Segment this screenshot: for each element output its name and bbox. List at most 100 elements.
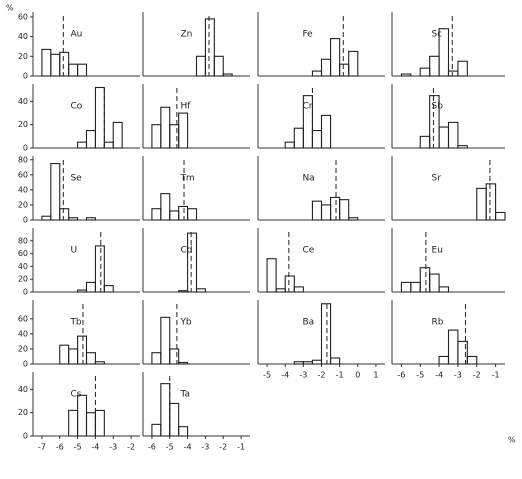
bar (320, 114, 332, 149)
x-tick-label: -2 (473, 371, 481, 380)
bar (94, 86, 105, 149)
bar (160, 106, 171, 149)
bar (447, 121, 459, 149)
bar (178, 205, 189, 221)
bar (178, 426, 189, 437)
x-tick-label: -5 (74, 443, 82, 452)
bar (68, 63, 79, 77)
x-tick-label: -3 (201, 443, 209, 452)
panel-title: U (70, 246, 77, 256)
panel-title: Tb (69, 318, 81, 328)
bar (169, 402, 180, 437)
bar (457, 145, 468, 149)
bar (77, 141, 88, 149)
bar (348, 50, 359, 77)
bar (410, 281, 421, 293)
bar (151, 352, 162, 365)
y-tick-label: 20 (18, 275, 28, 284)
bar (339, 199, 350, 221)
bar (293, 286, 304, 293)
bar (457, 60, 468, 77)
bar (187, 208, 198, 221)
x-tick-label: -4 (435, 371, 443, 380)
x-tick-label: -3 (299, 371, 307, 380)
panel-title: Cs (70, 390, 81, 400)
bar (213, 55, 224, 77)
bar (320, 303, 332, 365)
bar (311, 200, 323, 221)
bar (178, 361, 189, 365)
panel-title: Ba (302, 318, 314, 328)
y-tick-label: 20 (18, 120, 28, 129)
bar (447, 329, 459, 365)
bar (311, 70, 323, 77)
bar (169, 210, 180, 221)
y-tick-label: 0 (23, 432, 28, 441)
bar (302, 361, 313, 365)
bar (68, 217, 79, 221)
bar (400, 73, 412, 77)
x-tick-label: -6 (397, 371, 405, 380)
bar (50, 53, 61, 77)
bar (284, 141, 295, 149)
bar (419, 267, 431, 293)
x-tick-label: -2 (219, 443, 227, 452)
panel-title: Sc (432, 30, 443, 40)
bar (59, 208, 70, 221)
y-tick-label: 20 (18, 408, 28, 417)
x-tick-label: -5 (416, 371, 424, 380)
bar (160, 383, 171, 437)
x-tick-label: 1 (373, 371, 378, 380)
bar (59, 51, 70, 77)
bar (94, 361, 105, 365)
panel-title: Co (70, 102, 82, 112)
bar (85, 281, 96, 293)
y-tick-label: 80 (18, 155, 28, 164)
panel-title: Eu (432, 246, 443, 256)
bar (222, 73, 233, 77)
panel-title: Cd (180, 246, 192, 256)
y-tick-label: 60 (18, 314, 28, 323)
bar (160, 193, 171, 221)
bar (438, 28, 450, 77)
panel-title: Fe (302, 30, 313, 40)
bar (169, 348, 180, 365)
bar (429, 95, 440, 149)
bar (85, 352, 96, 365)
x-tick-label: -1 (492, 371, 500, 380)
bar (204, 18, 215, 77)
panel-title: Au (70, 30, 82, 40)
y-tick-label: 40 (18, 97, 28, 106)
bar (85, 412, 96, 437)
bar (485, 183, 497, 221)
bar (330, 38, 341, 77)
bar (59, 344, 70, 365)
y-tick-label: 20 (18, 200, 28, 209)
panel-title: Se (70, 174, 82, 184)
bar (339, 63, 350, 77)
x-tick-label: -1 (237, 443, 245, 452)
bar (438, 355, 450, 365)
bar (293, 127, 304, 149)
bar (68, 409, 79, 437)
bar (476, 187, 487, 221)
bar (85, 129, 96, 149)
bar (103, 285, 114, 293)
bar (178, 290, 189, 293)
x-tick-label: -6 (56, 443, 64, 452)
bar (50, 162, 61, 221)
y-tick-label: 40 (18, 385, 28, 394)
x-tick-label: -6 (148, 443, 156, 452)
x-tick-label: -5 (166, 443, 174, 452)
y-tick-label: 0 (23, 216, 28, 225)
bar (178, 112, 189, 149)
panel-title: Sb (432, 102, 444, 112)
bar (151, 423, 162, 437)
bar (85, 217, 96, 221)
panel-title: Tm (179, 174, 194, 184)
x-tick-label: -3 (109, 443, 117, 452)
bar (77, 335, 88, 365)
bar (447, 70, 459, 77)
bar (320, 58, 332, 77)
